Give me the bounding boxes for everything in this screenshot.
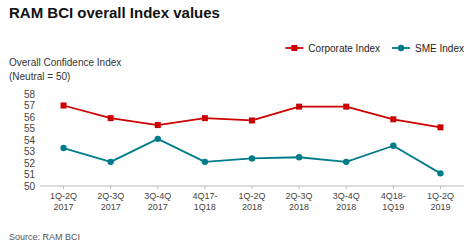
x-tick-label-line: 2017	[101, 202, 121, 212]
chart-container: RAM BCI overall Index values Overall Conf…	[0, 0, 474, 244]
series-marker	[202, 159, 208, 165]
source: Source: RAM BCI	[9, 232, 80, 242]
x-tick-label: 1Q-2Q2017	[50, 191, 77, 212]
y-tick-label: 55	[24, 123, 36, 134]
x-tick-label: 3Q-4Q2018	[333, 191, 360, 212]
x-tick-label-line: 2018	[242, 202, 262, 212]
series-marker	[437, 170, 443, 176]
series-marker	[202, 115, 208, 121]
y-tick-label: 52	[24, 158, 36, 169]
x-tick-label-line: 2019	[430, 202, 450, 212]
y-tick-label: 54	[24, 135, 36, 146]
series-line	[64, 106, 441, 128]
x-tick-label: 4Q18-1Q19	[381, 191, 406, 212]
series-marker	[296, 104, 302, 110]
series-marker	[343, 104, 349, 110]
x-tick	[63, 186, 64, 189]
x-tick	[299, 186, 300, 189]
x-tick-label-line: 4Q17-	[192, 191, 217, 201]
series-marker	[390, 143, 396, 149]
series-marker	[60, 145, 66, 151]
y-tick-label: 57	[24, 100, 36, 111]
x-tick-label-line: 2Q-3Q	[97, 191, 124, 201]
x-tick-label-line: 2018	[289, 202, 309, 212]
series-marker	[155, 122, 161, 128]
x-tick-label: 1Q-2Q2019	[427, 191, 454, 212]
x-tick-label-line: 2018	[336, 202, 356, 212]
x-tick-label-line: 1Q19	[382, 202, 404, 212]
legend-marker	[398, 45, 404, 51]
x-tick	[157, 186, 158, 189]
x-tick-label-line: 1Q-2Q	[238, 191, 265, 201]
plot-area	[60, 103, 443, 177]
series-marker	[155, 136, 161, 142]
series-marker	[108, 115, 114, 121]
series-marker	[61, 103, 67, 109]
series-marker	[390, 116, 396, 122]
x-tick-label: 2Q-3Q2018	[286, 191, 313, 212]
y-tick-label: 51	[24, 169, 36, 180]
y-tick-label: 56	[24, 112, 36, 123]
chart-svg: RAM BCI overall Index values Overall Conf…	[0, 0, 474, 244]
series-marker	[437, 124, 443, 130]
x-tick	[440, 186, 441, 189]
x-tick-label-line: 1Q-2Q	[427, 191, 454, 201]
y-tick-label: 50	[24, 181, 36, 192]
x-tick-label: 4Q17-1Q18	[192, 191, 217, 212]
title: RAM BCI overall Index values	[9, 4, 220, 21]
x-tick-label-line: 2Q-3Q	[286, 191, 313, 201]
subtitle: (Neutral = 50)	[9, 71, 70, 82]
x-tick-label: 2Q-3Q2017	[97, 191, 124, 212]
series-marker	[296, 154, 302, 160]
x-tick-label-line: 3Q-4Q	[144, 191, 171, 201]
x-tick-label-line: 3Q-4Q	[333, 191, 360, 201]
legend: SME Index Corporate Index	[285, 43, 464, 54]
legend-label: Corporate Index	[308, 43, 380, 54]
y-tick-label: 58	[24, 89, 36, 100]
x-tick-label: 3Q-4Q2017	[144, 191, 171, 212]
x-tick-label-line: 4Q18-	[381, 191, 406, 201]
x-tick	[393, 186, 394, 189]
series-marker	[343, 159, 349, 165]
x-tick-label-line: 2017	[148, 202, 168, 212]
series-marker	[107, 159, 113, 165]
series-marker	[249, 155, 255, 161]
x-tick	[346, 186, 347, 189]
x-tick-label: 1Q-2Q2018	[238, 191, 265, 212]
x-tick	[252, 186, 253, 189]
x-tick	[110, 186, 111, 189]
x-tick-label-line: 2017	[54, 202, 74, 212]
legend-label: SME Index	[415, 43, 464, 54]
background	[0, 0, 474, 244]
y-tick-label: 53	[24, 146, 36, 157]
legend-marker	[291, 45, 297, 51]
series-line	[64, 139, 441, 174]
series-marker	[249, 117, 255, 123]
subtitle: Overall Confidence Index	[9, 57, 121, 68]
x-tick-label-line: 1Q-2Q	[50, 191, 77, 201]
x-tick	[204, 186, 205, 189]
x-tick-label-line: 1Q18	[194, 202, 216, 212]
